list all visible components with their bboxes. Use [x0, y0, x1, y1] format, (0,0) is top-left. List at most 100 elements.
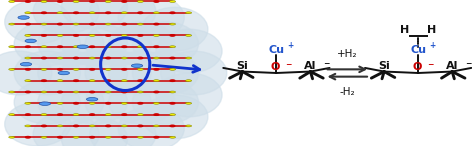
- Circle shape: [26, 137, 30, 138]
- Circle shape: [25, 12, 31, 14]
- Ellipse shape: [109, 80, 175, 124]
- Circle shape: [138, 80, 143, 81]
- Circle shape: [9, 91, 15, 93]
- Ellipse shape: [38, 22, 104, 66]
- Circle shape: [41, 114, 47, 116]
- Circle shape: [9, 114, 15, 116]
- Circle shape: [25, 39, 36, 43]
- Circle shape: [185, 34, 192, 36]
- Circle shape: [74, 103, 79, 104]
- Circle shape: [41, 68, 47, 70]
- Circle shape: [25, 80, 31, 82]
- Circle shape: [170, 12, 175, 14]
- Circle shape: [121, 57, 127, 59]
- Ellipse shape: [33, 112, 99, 146]
- Ellipse shape: [142, 7, 208, 51]
- Ellipse shape: [85, 22, 151, 66]
- Circle shape: [90, 91, 95, 93]
- Circle shape: [169, 68, 175, 70]
- Circle shape: [185, 125, 192, 127]
- Text: Si: Si: [236, 61, 248, 71]
- Ellipse shape: [61, 22, 128, 66]
- Circle shape: [154, 114, 159, 115]
- Circle shape: [57, 34, 63, 36]
- Circle shape: [106, 57, 111, 59]
- Circle shape: [153, 34, 159, 36]
- Circle shape: [137, 114, 143, 116]
- Circle shape: [58, 23, 62, 25]
- Circle shape: [73, 68, 79, 70]
- Circle shape: [105, 23, 111, 25]
- Ellipse shape: [132, 80, 199, 124]
- Circle shape: [106, 12, 111, 14]
- Ellipse shape: [0, 51, 52, 95]
- Circle shape: [89, 102, 95, 104]
- Circle shape: [42, 57, 46, 59]
- Circle shape: [42, 103, 46, 104]
- Circle shape: [9, 46, 15, 48]
- Circle shape: [185, 12, 192, 14]
- Circle shape: [185, 102, 192, 104]
- Ellipse shape: [85, 80, 151, 124]
- Text: Si: Si: [378, 61, 390, 71]
- Circle shape: [89, 12, 95, 14]
- Text: Al: Al: [304, 61, 316, 71]
- Circle shape: [122, 137, 127, 138]
- Circle shape: [26, 23, 30, 25]
- Circle shape: [169, 23, 175, 25]
- Circle shape: [25, 102, 31, 104]
- Text: −: −: [285, 60, 291, 69]
- Circle shape: [87, 98, 98, 101]
- Circle shape: [26, 1, 30, 2]
- Circle shape: [137, 91, 143, 93]
- Circle shape: [42, 12, 46, 14]
- Circle shape: [105, 114, 111, 116]
- Circle shape: [57, 125, 63, 127]
- Circle shape: [185, 80, 192, 82]
- Circle shape: [74, 35, 79, 36]
- Circle shape: [9, 68, 15, 70]
- Circle shape: [169, 1, 175, 2]
- Ellipse shape: [61, 51, 128, 95]
- Circle shape: [58, 91, 62, 93]
- Circle shape: [9, 23, 15, 25]
- Circle shape: [73, 114, 79, 116]
- Ellipse shape: [5, 102, 71, 146]
- Circle shape: [138, 103, 143, 104]
- Circle shape: [185, 57, 192, 59]
- Circle shape: [26, 114, 30, 115]
- Circle shape: [169, 136, 175, 138]
- Ellipse shape: [109, 51, 175, 95]
- Circle shape: [106, 80, 111, 81]
- Circle shape: [137, 46, 143, 48]
- Circle shape: [74, 125, 79, 127]
- Circle shape: [121, 34, 127, 36]
- Ellipse shape: [156, 73, 222, 117]
- Text: +: +: [429, 41, 436, 50]
- Circle shape: [138, 35, 143, 36]
- Circle shape: [73, 136, 79, 138]
- Ellipse shape: [33, 0, 99, 34]
- Circle shape: [153, 102, 159, 104]
- Ellipse shape: [85, 51, 151, 95]
- Circle shape: [153, 80, 159, 82]
- Circle shape: [138, 12, 143, 14]
- Text: -H₂: -H₂: [340, 87, 355, 97]
- Circle shape: [122, 91, 127, 93]
- Text: O: O: [412, 62, 421, 72]
- Circle shape: [138, 125, 143, 127]
- Ellipse shape: [38, 80, 104, 124]
- Circle shape: [42, 35, 46, 36]
- Circle shape: [122, 23, 127, 25]
- Circle shape: [153, 125, 159, 127]
- Circle shape: [154, 23, 159, 25]
- Circle shape: [90, 114, 95, 115]
- Ellipse shape: [61, 117, 128, 146]
- Circle shape: [39, 102, 51, 105]
- Circle shape: [9, 136, 15, 138]
- Circle shape: [20, 62, 32, 66]
- Circle shape: [90, 69, 95, 70]
- Circle shape: [25, 57, 31, 59]
- Circle shape: [58, 114, 62, 115]
- Ellipse shape: [142, 95, 208, 139]
